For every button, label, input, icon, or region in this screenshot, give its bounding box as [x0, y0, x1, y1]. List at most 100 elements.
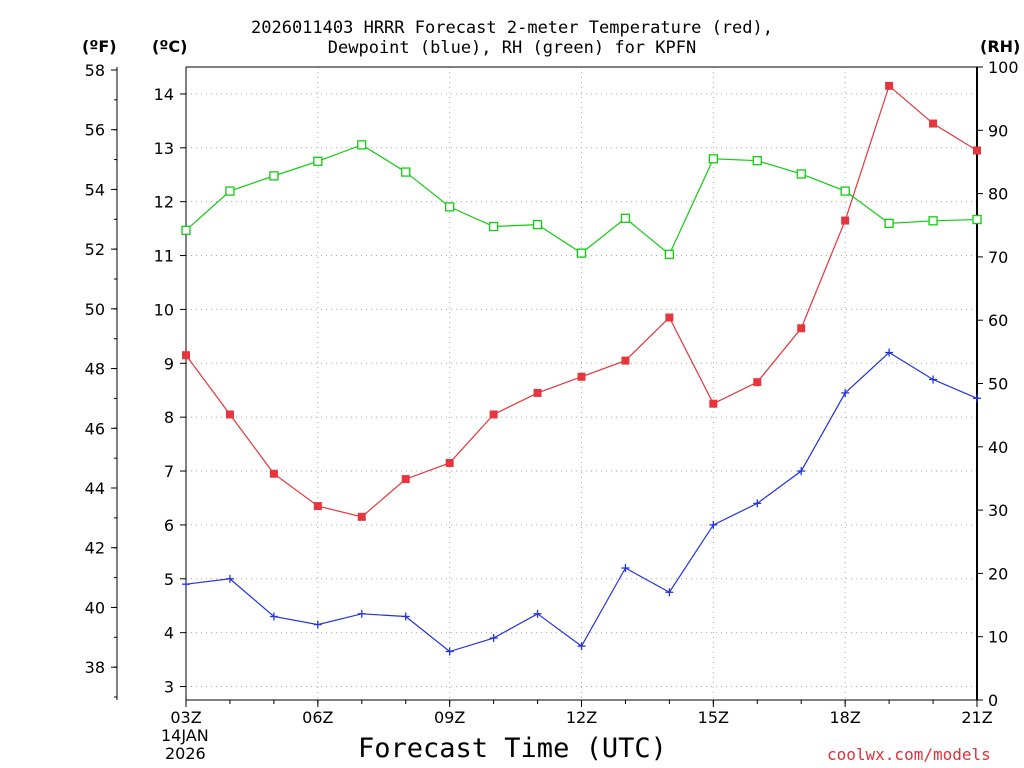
data-point-temperature [269, 469, 278, 478]
data-point-dewpoint [225, 574, 234, 583]
x-tick-label: 09Z [434, 708, 465, 727]
data-point-rh [972, 214, 982, 225]
data-point-temperature [929, 119, 938, 128]
data-point-dewpoint [577, 642, 586, 651]
data-point-dewpoint [313, 620, 322, 629]
fahrenheit-tick-label: 38 [85, 658, 105, 677]
x-tick-label: 03Z [170, 708, 201, 727]
data-point-rh [269, 171, 279, 181]
celsius-tick-label: 13 [154, 139, 174, 158]
grid [186, 67, 977, 700]
rh-tick-label: 0 [988, 691, 998, 710]
x-tick-label: 21Z [961, 708, 992, 727]
data-point-dewpoint [182, 580, 190, 589]
data-point-temperature [841, 216, 850, 225]
data-point-dewpoint [929, 375, 938, 384]
data-point-temperature [797, 324, 806, 333]
fahrenheit-tick-label: 40 [85, 598, 105, 617]
fahrenheit-tick-label: 58 [85, 61, 105, 80]
data-point-rh [664, 249, 675, 260]
data-point-temperature [621, 356, 630, 365]
rh-tick-label: 20 [988, 564, 1008, 583]
credit-link[interactable]: coolwx.com/models [827, 745, 991, 764]
x-tick-label: 06Z [302, 708, 333, 727]
rh-tick-label: 40 [988, 438, 1008, 457]
data-point-dewpoint [797, 467, 806, 476]
rh-tick-label: 100 [988, 58, 1019, 77]
data-point-temperature [973, 146, 981, 155]
fahrenheit-tick-label: 44 [85, 479, 105, 498]
data-point-rh [532, 219, 543, 230]
data-point-dewpoint [753, 499, 762, 508]
data-point-dewpoint [357, 609, 366, 618]
series-lines [185, 84, 978, 653]
data-point-rh [181, 225, 191, 235]
axes [111, 66, 983, 707]
data-point-temperature [489, 410, 498, 419]
celsius-tick-label: 7 [164, 462, 174, 481]
celsius-tick-label: 9 [164, 354, 174, 373]
rh-tick-label: 30 [988, 501, 1008, 520]
celsius-tick-label: 4 [164, 624, 174, 643]
celsius-tick-label: 3 [164, 678, 174, 697]
data-point-temperature [182, 351, 190, 360]
data-point-dewpoint [445, 647, 454, 656]
data-point-temperature [709, 399, 718, 408]
fahrenheit-tick-label: 54 [85, 180, 105, 199]
data-point-temperature [753, 378, 762, 387]
date-label-year: 2026 [165, 744, 206, 763]
data-point-rh [928, 216, 938, 226]
data-point-temperature [401, 475, 410, 484]
data-point-rh [357, 140, 367, 150]
date-label-day: 14JAN [161, 726, 209, 745]
data-point-temperature [533, 388, 542, 397]
data-point-temperature [885, 81, 894, 90]
x-tick-label: 12Z [566, 708, 597, 727]
data-point-dewpoint [621, 564, 630, 573]
x-tick-label: 15Z [698, 708, 729, 727]
data-point-temperature [357, 512, 366, 521]
celsius-tick-label: 14 [154, 85, 174, 104]
data-point-rh [488, 221, 499, 232]
x-axis-title: Forecast Time (UTC) [358, 733, 667, 764]
celsius-tick-label: 8 [164, 408, 174, 427]
data-point-temperature [577, 372, 586, 381]
data-point-rh [445, 202, 455, 212]
rh-tick-label: 70 [988, 248, 1008, 267]
data-point-dewpoint [269, 612, 278, 621]
celsius-tick-label: 6 [164, 516, 174, 535]
fahrenheit-tick-label: 50 [85, 300, 105, 319]
rh-tick-label: 80 [988, 185, 1008, 204]
data-point-rh [708, 154, 718, 164]
fahrenheit-tick-label: 48 [85, 360, 105, 379]
rh-tick-label: 90 [988, 121, 1008, 140]
data-point-rh [225, 186, 235, 196]
celsius-tick-label: 5 [164, 570, 174, 589]
fahrenheit-tick-label: 46 [85, 419, 105, 438]
data-point-dewpoint [401, 612, 410, 621]
chart-title-line1: 2026011403 HRRR Forecast 2-meter Tempera… [251, 18, 773, 38]
fahrenheit-tick-label: 42 [85, 539, 105, 558]
chart-title-line2: Dewpoint (blue), RH (green) for KPFN [327, 38, 697, 58]
fahrenheit-tick-label: 56 [85, 121, 105, 140]
data-point-rh [576, 248, 587, 258]
data-point-rh [840, 186, 850, 196]
celsius-axis-label: (ºC) [152, 37, 188, 56]
data-point-temperature [445, 458, 454, 467]
data-point-dewpoint [973, 394, 981, 403]
data-point-rh [401, 167, 411, 177]
data-point-temperature [225, 410, 234, 419]
celsius-tick-label: 11 [154, 247, 174, 266]
data-point-temperature [665, 313, 674, 322]
data-point-temperature [313, 502, 322, 511]
fahrenheit-axis-label: (ºF) [82, 37, 117, 56]
tick-labels: 03Z 06Z 09Z 12Z 15Z 18Z 21Z3456789101112131438… [85, 58, 1019, 727]
data-point-rh [796, 169, 806, 179]
rh-axis-label: (RH) [980, 37, 1021, 56]
data-point-dewpoint [533, 609, 542, 618]
data-point-rh [620, 213, 631, 223]
data-point-dewpoint [489, 634, 498, 643]
x-tick-label: 18Z [830, 708, 861, 727]
data-point-rh [313, 156, 323, 166]
